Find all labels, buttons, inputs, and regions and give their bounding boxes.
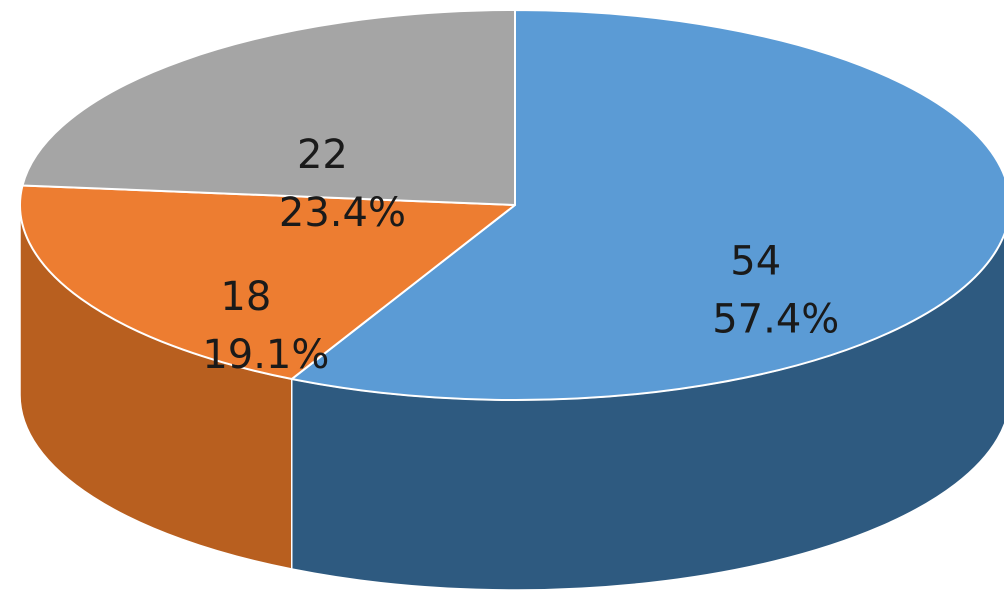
pie-slice-2 [21,9,516,206]
slice-value-label-2: 22 [297,132,348,178]
slice-percent-label-0: 57.4% [712,297,839,343]
pie-slice-1 [19,184,516,381]
slice-value-label-0: 54 [730,239,781,285]
pie-labels: 54 57.4% 18 19.1% 22 23.4% [202,132,839,378]
slice-percent-label-1: 19.1% [202,332,329,378]
slice-value-label-1: 18 [220,274,271,320]
pie-slice-0 [290,9,1004,401]
pie-tops [19,9,1004,401]
slice-percent-label-2: 23.4% [279,190,406,236]
